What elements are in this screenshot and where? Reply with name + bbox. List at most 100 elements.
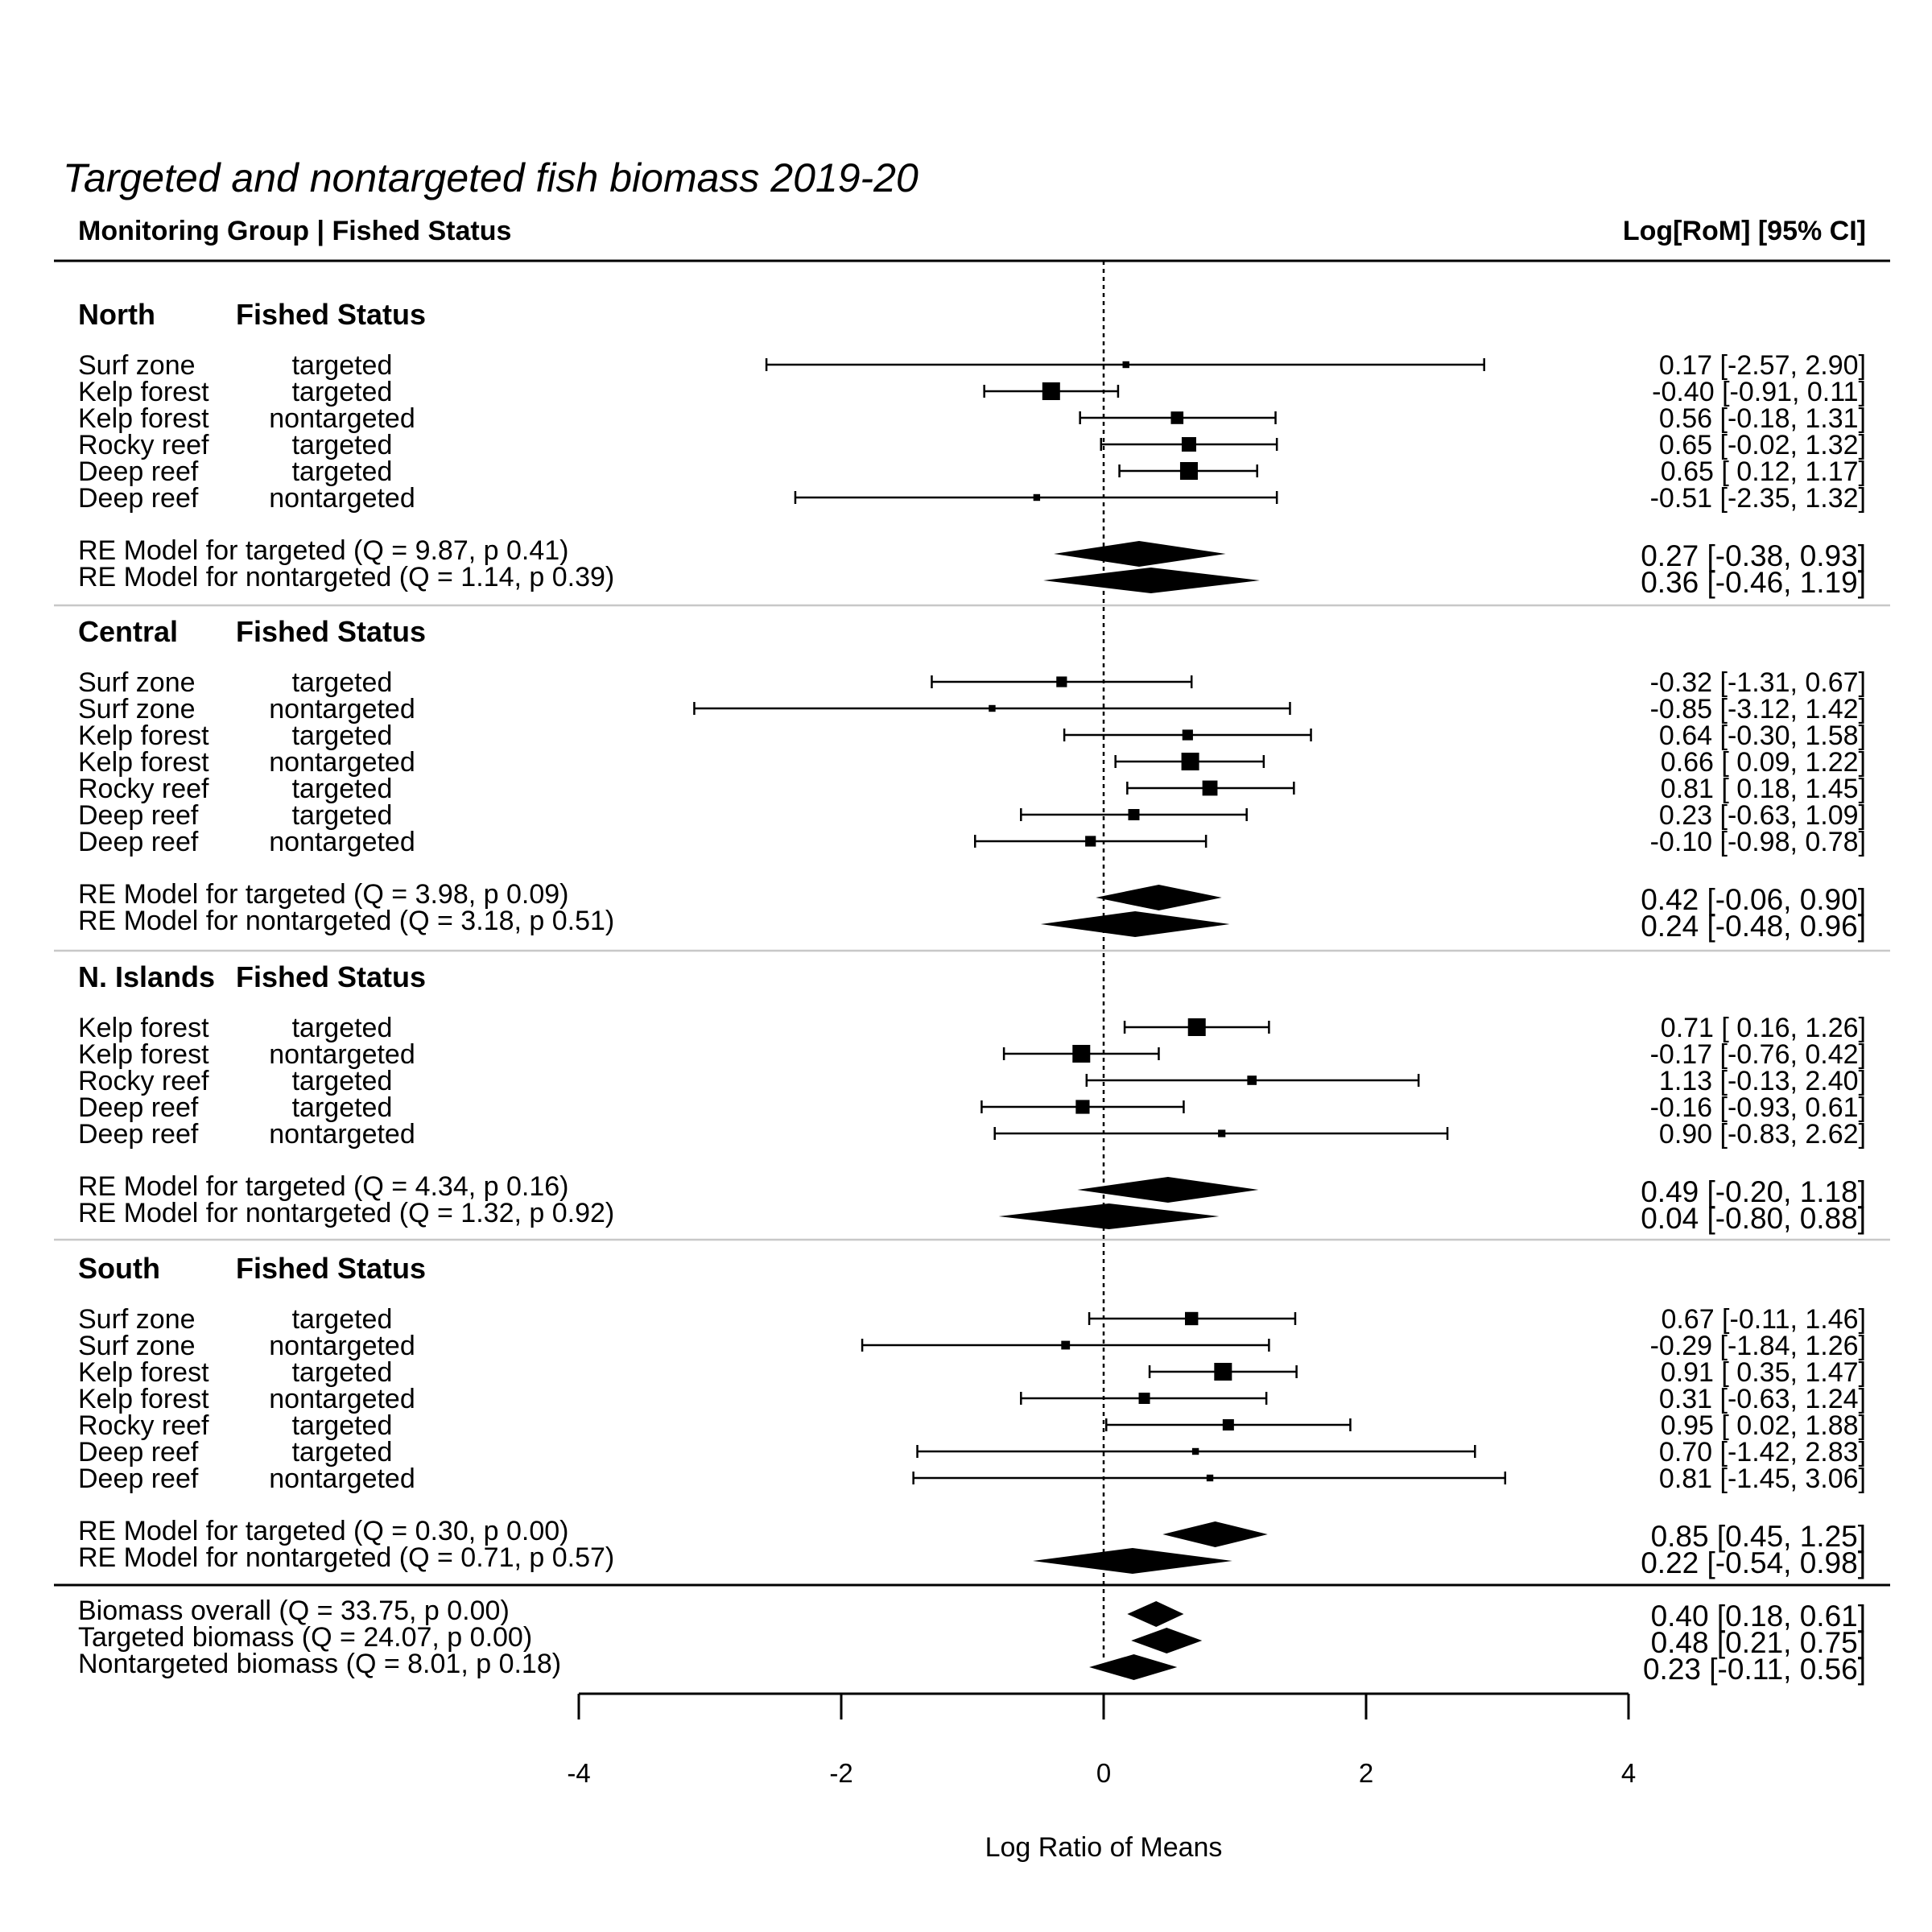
study-status: nontargeted <box>269 1463 415 1494</box>
study-ci-label: 0.56 [-0.18, 1.31] <box>1659 403 1866 434</box>
point-estimate <box>1075 1100 1090 1114</box>
study-ci-label: -0.51 [-2.35, 1.32] <box>1650 483 1866 514</box>
study-ci-label: 0.66 [ 0.09, 1.22] <box>1661 747 1866 778</box>
group-name: North <box>78 298 155 331</box>
summary-diamond <box>1040 911 1230 937</box>
model-ci-label: 0.27 [-0.38, 0.93] <box>1641 539 1866 572</box>
x-tick-label: 0 <box>1096 1758 1111 1788</box>
study-habitat: Kelp forest <box>78 720 209 751</box>
study-status: nontargeted <box>269 827 415 857</box>
group-subheader: Fished Status <box>236 615 426 648</box>
study-status: nontargeted <box>269 403 415 434</box>
overall-ci-label: 0.23 [-0.11, 0.56] <box>1643 1653 1866 1686</box>
point-estimate <box>1182 729 1193 741</box>
study-status: targeted <box>292 774 393 804</box>
study-ci-label: 0.65 [-0.02, 1.32] <box>1659 430 1866 460</box>
study-ci-label: -0.85 [-3.12, 1.42] <box>1650 694 1866 724</box>
study-habitat: Deep reef <box>78 456 199 487</box>
study-habitat: Deep reef <box>78 1463 199 1494</box>
point-estimate <box>1042 382 1060 400</box>
study-habitat: Surf zone <box>78 1331 196 1361</box>
summary-diamond <box>1043 568 1260 593</box>
point-estimate <box>1033 493 1041 502</box>
overall-diamond <box>1127 1601 1184 1627</box>
study-ci-label: 0.71 [ 0.16, 1.26] <box>1661 1013 1866 1043</box>
model-ci-label: 0.42 [-0.06, 0.90] <box>1641 883 1866 916</box>
model-label: RE Model for nontargeted (Q = 1.14, p 0.… <box>78 562 614 592</box>
study-status: nontargeted <box>269 694 415 724</box>
study-habitat: Deep reef <box>78 1119 199 1150</box>
summary-diamond <box>1096 885 1222 910</box>
study-habitat: Rocky reef <box>78 1066 209 1096</box>
study-status: nontargeted <box>269 1384 415 1414</box>
study-status: targeted <box>292 1092 393 1123</box>
x-axis-label: Log Ratio of Means <box>985 1832 1223 1863</box>
point-estimate <box>1128 809 1140 820</box>
study-status: targeted <box>292 1357 393 1388</box>
overall-diamond <box>1131 1628 1203 1653</box>
group-name: Central <box>78 615 178 648</box>
study-status: targeted <box>292 456 393 487</box>
group-subheader: Fished Status <box>236 960 426 993</box>
study-ci-label: -0.29 [-1.84, 1.26] <box>1650 1331 1866 1361</box>
study-ci-label: -0.40 [-0.91, 0.11] <box>1652 377 1866 407</box>
study-ci-label: 0.23 [-0.63, 1.09] <box>1659 800 1866 831</box>
group-name: South <box>78 1252 160 1285</box>
model-ci-label: 0.36 [-0.46, 1.19] <box>1641 566 1866 599</box>
x-tick-label: 2 <box>1359 1758 1373 1788</box>
study-ci-label: 1.13 [-0.13, 2.40] <box>1659 1066 1866 1096</box>
study-habitat: Surf zone <box>78 1304 196 1335</box>
study-habitat: Deep reef <box>78 483 199 514</box>
study-ci-label: 0.81 [ 0.18, 1.45] <box>1661 774 1866 804</box>
study-status: nontargeted <box>269 483 415 514</box>
point-estimate <box>1247 1075 1257 1085</box>
model-label: RE Model for nontargeted (Q = 3.18, p 0.… <box>78 906 614 936</box>
study-habitat: Rocky reef <box>78 774 209 804</box>
point-estimate <box>1085 836 1096 847</box>
study-ci-label: 0.31 [-0.63, 1.24] <box>1659 1384 1866 1414</box>
study-ci-label: 0.90 [-0.83, 2.62] <box>1659 1119 1866 1150</box>
column-header-right: Log[RoM] [95% CI] <box>1623 216 1866 246</box>
plot-layer: North Fished Status Surf zone targeted 0.17 … <box>54 261 1890 1788</box>
study-habitat: Deep reef <box>78 1092 199 1123</box>
study-habitat: Rocky reef <box>78 1410 209 1441</box>
study-habitat: Deep reef <box>78 800 199 831</box>
model-ci-label: 0.04 [-0.80, 0.88] <box>1641 1202 1866 1235</box>
model-ci-label: 0.49 [-0.20, 1.18] <box>1641 1175 1866 1208</box>
point-estimate <box>1185 1311 1199 1326</box>
study-habitat: Deep reef <box>78 827 199 857</box>
study-status: targeted <box>292 430 393 460</box>
summary-diamond <box>1054 541 1226 567</box>
study-habitat: Kelp forest <box>78 1357 209 1388</box>
study-status: nontargeted <box>269 1039 415 1070</box>
study-habitat: Kelp forest <box>78 1013 209 1043</box>
study-ci-label: 0.17 [-2.57, 2.90] <box>1659 350 1866 381</box>
study-habitat: Kelp forest <box>78 377 209 407</box>
model-ci-label: 0.85 [0.45, 1.25] <box>1651 1520 1866 1553</box>
study-status: targeted <box>292 720 393 751</box>
summary-diamond <box>1162 1521 1268 1547</box>
study-status: nontargeted <box>269 747 415 778</box>
point-estimate <box>1179 462 1198 480</box>
study-habitat: Kelp forest <box>78 1039 209 1070</box>
model-label: RE Model for targeted (Q = 0.30, p 0.00) <box>78 1516 569 1546</box>
study-status: nontargeted <box>269 1331 415 1361</box>
model-label: RE Model for targeted (Q = 9.87, p 0.41) <box>78 535 569 566</box>
model-label: RE Model for targeted (Q = 4.34, p 0.16) <box>78 1171 569 1202</box>
overall-ci-label: 0.40 [0.18, 0.61] <box>1651 1600 1866 1633</box>
study-habitat: Deep reef <box>78 1437 199 1468</box>
point-estimate <box>1181 437 1196 452</box>
overall-ci-label: 0.48 [0.21, 0.75] <box>1651 1626 1866 1659</box>
point-estimate <box>1122 361 1129 369</box>
summary-diamond <box>1032 1548 1232 1574</box>
x-tick-label: -4 <box>567 1758 590 1788</box>
study-ci-label: 0.81 [-1.45, 3.06] <box>1659 1463 1866 1494</box>
study-status: targeted <box>292 667 393 698</box>
point-estimate <box>1222 1419 1234 1430</box>
study-ci-label: 0.65 [ 0.12, 1.17] <box>1661 456 1866 487</box>
column-header-left: Monitoring Group | Fished Status <box>78 216 511 246</box>
point-estimate <box>1191 1447 1199 1455</box>
study-status: targeted <box>292 1066 393 1096</box>
study-status: targeted <box>292 1304 393 1335</box>
